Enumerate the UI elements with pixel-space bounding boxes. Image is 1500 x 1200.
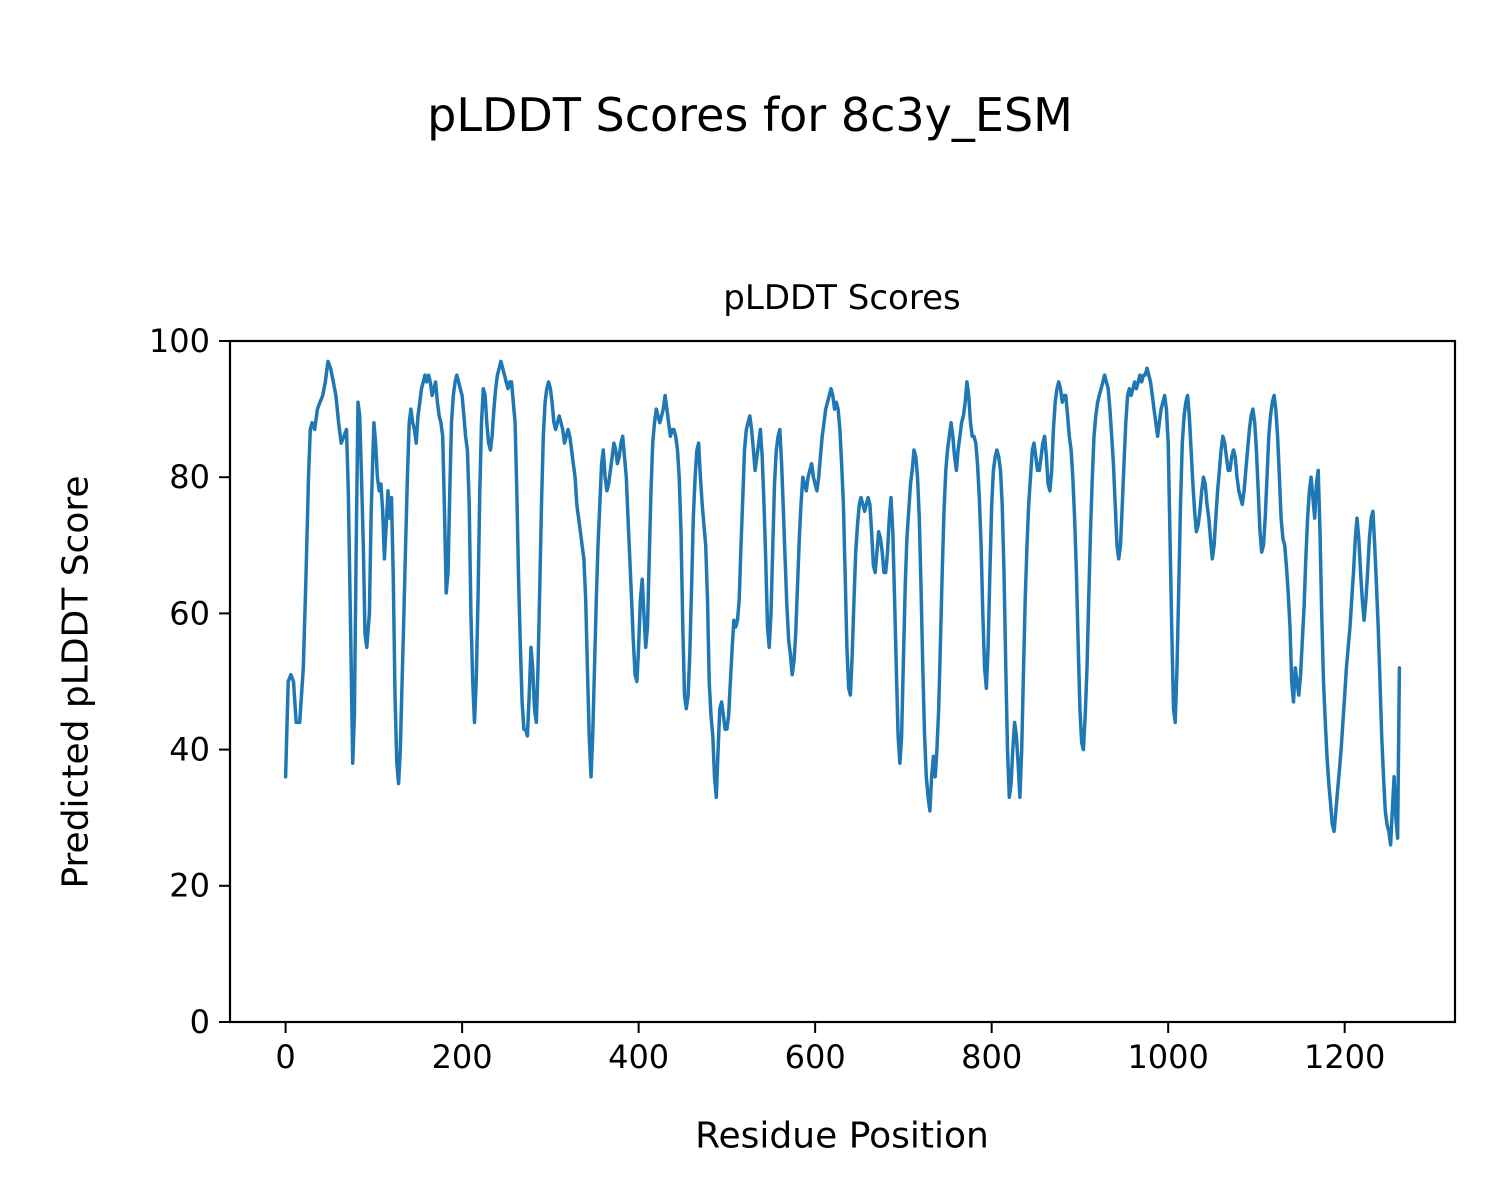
x-tick-label: 200 <box>432 1038 493 1076</box>
x-tick-label: 1000 <box>1127 1038 1208 1076</box>
x-axis-label: Residue Position <box>695 1115 989 1157</box>
x-tick-label: 0 <box>275 1038 295 1076</box>
x-tick-label: 400 <box>608 1038 669 1076</box>
figure-title: pLDDT Scores for 8c3y_ESM <box>427 88 1073 142</box>
plot-area: 0 200 400 600 800 1000 1200 0 20 40 60 80 100 <box>149 322 1457 1076</box>
y-tick-label: 20 <box>169 867 210 905</box>
y-tick-label: 60 <box>169 594 210 632</box>
y-axis-label: Predicted pLDDT Score <box>55 475 97 889</box>
y-tick-label: 100 <box>149 322 210 360</box>
y-tick-label: 40 <box>169 730 210 768</box>
y-tick-label: 80 <box>169 458 210 496</box>
y-tick-label: 0 <box>190 1003 210 1041</box>
axes-title: pLDDT Scores <box>723 278 961 318</box>
plddt-line <box>283 359 1402 847</box>
x-tick-label: 1200 <box>1304 1038 1385 1076</box>
plot-border <box>228 339 1457 1024</box>
x-tick-label: 800 <box>961 1038 1022 1076</box>
x-tick-label: 600 <box>785 1038 846 1076</box>
